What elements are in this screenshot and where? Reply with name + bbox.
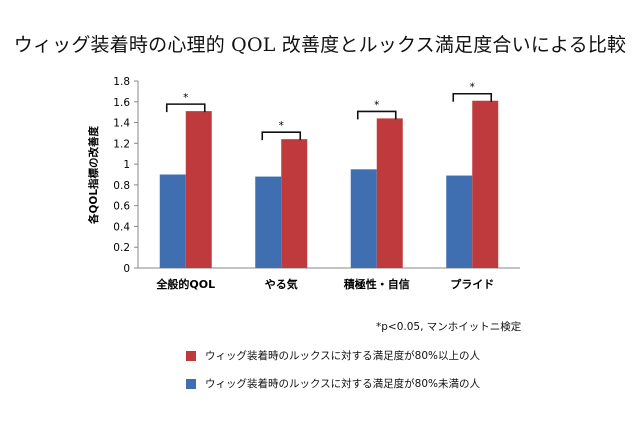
bar-low-3 xyxy=(446,175,473,268)
significance-bracket xyxy=(165,103,206,113)
y-tick-label: 1.6 xyxy=(113,97,130,109)
legend-item-high: ウィッグ装着時のルックスに対する満足度が80%以上の人 xyxy=(186,348,480,363)
y-tick-label: 1.8 xyxy=(113,76,130,88)
chart-title: ウィッグ装着時の心理的 QOL 改善度とルックス満足度合いによる比較 xyxy=(13,34,627,56)
significance-brackets: * * * * xyxy=(165,82,493,141)
y-tick-label: 1 xyxy=(123,159,130,171)
y-tick-label: 1.4 xyxy=(113,118,130,130)
bar-high-0 xyxy=(185,111,212,268)
significance-star: * xyxy=(470,82,475,94)
x-tick-label: やる気 xyxy=(265,277,298,291)
y-axis: 0 0.2 0.4 0.6 0.8 1 1.2 1.4 1.6 1.8 xyxy=(113,76,520,275)
bar-low-1 xyxy=(255,176,282,268)
bar-high-1 xyxy=(281,139,308,268)
y-tick-label: 1.2 xyxy=(113,138,130,150)
significance-bracket xyxy=(356,110,397,120)
bar-low-2 xyxy=(350,169,377,268)
bar-high-3 xyxy=(472,100,499,268)
legend-swatch-low xyxy=(186,378,196,389)
legend-label-low: ウィッグ装着時のルックスに対する満足度が80%未満の人 xyxy=(205,378,481,390)
significance-star: * xyxy=(374,99,379,111)
significance-star: * xyxy=(279,120,284,132)
y-axis-title: 各QOL指標の改善度 xyxy=(87,125,100,225)
y-tick-label: 0.2 xyxy=(113,242,130,254)
significance-bracket xyxy=(452,92,493,102)
significance-star: * xyxy=(183,92,188,104)
legend-label-high: ウィッグ装着時のルックスに対する満足度が80%以上の人 xyxy=(205,350,481,362)
x-tick-label: プライド xyxy=(450,277,494,291)
x-tick-label: 積極性・自信 xyxy=(343,277,410,291)
legend-swatch-high xyxy=(186,350,196,361)
bar-high-2 xyxy=(376,118,403,269)
legend-item-low: ウィッグ装着時のルックスに対する満足度が80%未満の人 xyxy=(186,376,480,391)
y-tick-label: 0.6 xyxy=(113,201,130,213)
footnote: *p<0.05, マンホイットニ検定 xyxy=(376,321,522,333)
bar-low-0 xyxy=(159,174,186,268)
y-tick-label: 0.4 xyxy=(113,221,130,233)
x-axis-labels: 全般的QOL やる気 積極性・自信 プライド xyxy=(155,277,494,291)
significance-bracket xyxy=(261,131,302,141)
x-tick-label: 全般的QOL xyxy=(155,277,215,291)
y-tick-label: 0.8 xyxy=(113,180,130,192)
bars xyxy=(159,100,499,269)
y-tick-label: 0 xyxy=(123,263,130,275)
